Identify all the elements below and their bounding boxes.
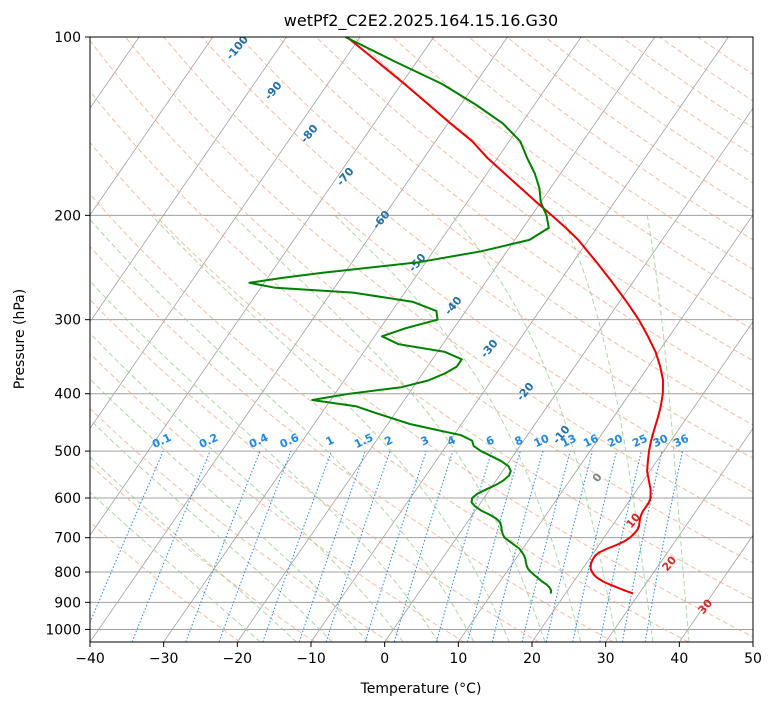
chart-title: wetPf2_C2E2.2025.164.15.16.G30 xyxy=(284,11,558,31)
isotherm-gridline xyxy=(310,37,729,642)
mixing-ratio-label: 30 xyxy=(651,432,671,450)
isotherm-gridline xyxy=(752,641,753,642)
mixing-ratio-label: 10 xyxy=(532,432,552,450)
moist-adiabat xyxy=(451,214,618,642)
dry-adiabat xyxy=(125,37,753,528)
y-tick-label: 200 xyxy=(54,208,81,224)
moist-adiabat xyxy=(560,215,654,642)
mixing-ratio-line xyxy=(298,450,366,642)
mixing-ratio-label: 25 xyxy=(630,432,649,450)
temperature-profile xyxy=(346,37,665,595)
x-axis: −40 −30 −20 −10 0 10 20 30 40 50 xyxy=(75,642,762,667)
mixing-ratio-line xyxy=(262,450,332,642)
moist-adiabat xyxy=(334,214,582,642)
dry-adiabat xyxy=(90,407,390,642)
x-tick-label: −30 xyxy=(149,651,179,667)
y-axis-label: Pressure (hPa) xyxy=(12,289,28,389)
moist-adiabat xyxy=(90,456,297,642)
isotherm-gridline xyxy=(605,427,753,642)
mixing-ratio-label: 16 xyxy=(581,432,601,450)
isotherm-gridline xyxy=(90,37,287,323)
mixing-ratio-line xyxy=(621,450,663,642)
dry-adiabat xyxy=(353,37,753,331)
moist-adiabat xyxy=(90,491,261,642)
y-tick-label: 900 xyxy=(54,595,81,611)
mixing-ratio-line xyxy=(491,450,544,642)
dry-adiabat xyxy=(90,464,315,642)
isotherm-gridline xyxy=(384,107,753,642)
moist-adiabat xyxy=(232,214,546,642)
plot-frame xyxy=(89,36,754,643)
background-lines xyxy=(0,37,753,642)
y-tick-label: 300 xyxy=(54,313,81,329)
dry-adiabat xyxy=(239,37,753,426)
isotherm-gridline xyxy=(679,534,753,642)
y-tick-label: 500 xyxy=(54,444,81,460)
x-tick-label: 50 xyxy=(744,651,762,667)
y-axis: 100 200 300 400 500 600 700 800 900 1000 xyxy=(45,30,90,638)
y-tick-label: 100 xyxy=(54,30,81,46)
mixing-ratio-label: 36 xyxy=(671,432,691,450)
isotherm-gridline xyxy=(90,37,435,536)
mixing-ratio-line xyxy=(545,450,593,642)
dry-adiabat xyxy=(277,37,753,394)
isotherm-gridline xyxy=(458,214,753,642)
mixing-ratio-line xyxy=(435,450,493,642)
mixing-ratio-line xyxy=(599,450,642,642)
profile-lines xyxy=(248,37,665,595)
mixing-ratio-line xyxy=(467,450,521,642)
x-tick-label: 40 xyxy=(670,651,688,667)
moist-adiabat xyxy=(151,214,510,642)
moist-adiabat xyxy=(646,215,690,642)
x-tick-label: −20 xyxy=(223,651,253,667)
dry-adiabat xyxy=(392,37,753,300)
moist-adiabat xyxy=(90,218,475,642)
y-tick-label: 800 xyxy=(54,565,81,581)
dry-adiabat xyxy=(90,90,753,600)
moist-adiabat xyxy=(90,378,369,642)
mixing-ratio-line xyxy=(218,450,292,642)
y-tick-label: 1000 xyxy=(45,622,81,638)
x-tick-label: 10 xyxy=(449,651,467,667)
moist-adiabat xyxy=(90,280,439,642)
x-tick-label: 30 xyxy=(597,651,615,667)
mixing-ratio-label: 20 xyxy=(606,432,626,450)
isotherm-label: 40 xyxy=(731,639,751,659)
x-tick-label: 0 xyxy=(380,651,389,667)
mixing-ratio-line xyxy=(185,450,261,642)
mixing-ratio-line xyxy=(325,450,391,642)
dewpoint-profile xyxy=(248,37,553,594)
mixing-ratio-line xyxy=(131,450,211,642)
x-tick-label: 20 xyxy=(523,651,541,667)
x-axis-label: Temperature (°C) xyxy=(360,681,482,697)
y-tick-label: 600 xyxy=(54,491,81,507)
moist-adiabat xyxy=(90,332,404,642)
isotherm-gridline xyxy=(90,37,508,642)
mixing-ratio-label: 13 xyxy=(559,432,578,450)
y-tick-label: 700 xyxy=(54,531,81,547)
dry-adiabat xyxy=(90,298,540,642)
isotherm-gridline xyxy=(237,37,656,642)
isotherm-gridline xyxy=(531,321,753,642)
dry-adiabat xyxy=(90,245,614,642)
x-tick-label: −10 xyxy=(296,651,326,667)
dry-adiabat xyxy=(163,37,753,493)
mixing-ratio-line xyxy=(364,450,427,642)
isotherm-gridline xyxy=(90,37,214,216)
isotherm-gridline xyxy=(90,37,361,430)
dry-adiabat xyxy=(201,37,753,459)
dry-adiabat xyxy=(90,39,753,564)
mixing-ratio-line xyxy=(393,450,454,642)
isotherm-gridline xyxy=(0,37,65,642)
mixing-ratio-line xyxy=(90,450,164,624)
dry-adiabat xyxy=(90,352,465,642)
x-tick-label: −40 xyxy=(75,651,105,667)
y-tick-label: 400 xyxy=(54,387,81,403)
isotherm-gridline xyxy=(163,37,582,642)
mixing-ratio-line xyxy=(572,450,618,642)
